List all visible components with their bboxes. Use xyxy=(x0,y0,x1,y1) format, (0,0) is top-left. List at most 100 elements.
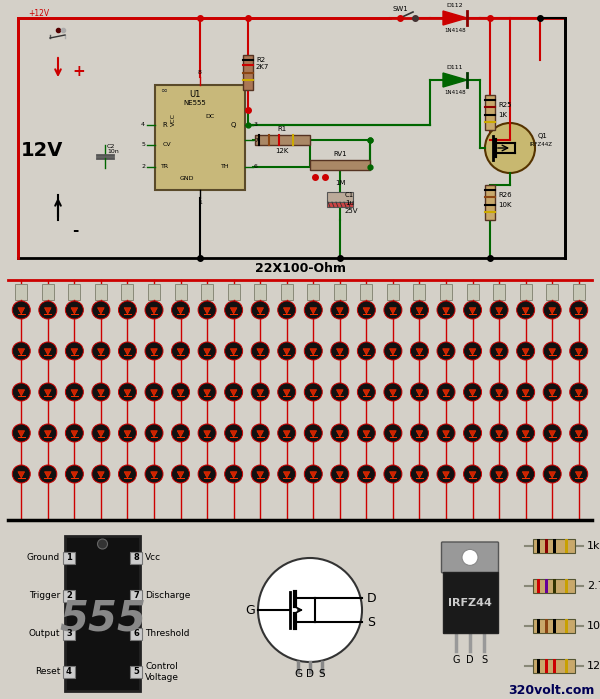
Text: G: G xyxy=(452,655,460,665)
Circle shape xyxy=(172,383,190,401)
Circle shape xyxy=(65,383,83,401)
Polygon shape xyxy=(98,431,104,437)
Polygon shape xyxy=(18,390,25,396)
Text: R: R xyxy=(163,122,167,128)
Circle shape xyxy=(198,301,216,319)
Circle shape xyxy=(198,342,216,360)
Polygon shape xyxy=(124,349,131,355)
Polygon shape xyxy=(151,431,157,437)
Circle shape xyxy=(12,301,30,319)
Circle shape xyxy=(224,342,242,360)
Circle shape xyxy=(97,539,107,549)
FancyBboxPatch shape xyxy=(442,542,499,572)
Bar xyxy=(553,659,556,673)
Polygon shape xyxy=(496,431,502,437)
Circle shape xyxy=(358,424,376,442)
Circle shape xyxy=(331,383,349,401)
Text: 4: 4 xyxy=(66,668,72,677)
Circle shape xyxy=(224,383,242,401)
Circle shape xyxy=(172,465,190,483)
Text: Reset: Reset xyxy=(35,668,60,677)
Circle shape xyxy=(172,424,190,442)
Text: 10k: 10k xyxy=(587,621,600,631)
Text: D: D xyxy=(367,591,377,605)
Bar xyxy=(467,284,479,300)
Polygon shape xyxy=(177,349,184,355)
Polygon shape xyxy=(549,308,556,314)
Text: ∞: ∞ xyxy=(160,86,167,95)
Circle shape xyxy=(39,465,57,483)
Polygon shape xyxy=(496,390,502,396)
Polygon shape xyxy=(124,472,131,478)
Text: IRFZ44Z: IRFZ44Z xyxy=(530,143,553,147)
Circle shape xyxy=(145,342,163,360)
Bar xyxy=(565,579,568,593)
Text: 12V: 12V xyxy=(21,140,63,159)
Circle shape xyxy=(118,424,136,442)
Bar xyxy=(334,284,346,300)
Bar xyxy=(155,85,245,190)
Text: 2.7k: 2.7k xyxy=(587,581,600,591)
Bar xyxy=(553,619,556,633)
Circle shape xyxy=(198,383,216,401)
Circle shape xyxy=(198,465,216,483)
Polygon shape xyxy=(257,431,263,437)
Circle shape xyxy=(517,424,535,442)
Text: R1: R1 xyxy=(277,126,287,132)
Circle shape xyxy=(92,424,110,442)
Polygon shape xyxy=(443,472,449,478)
Circle shape xyxy=(12,342,30,360)
Text: R26: R26 xyxy=(498,192,512,198)
Polygon shape xyxy=(71,472,78,478)
Polygon shape xyxy=(257,349,263,355)
Bar xyxy=(520,284,532,300)
Polygon shape xyxy=(575,349,582,355)
Text: 12K: 12K xyxy=(275,148,289,154)
Circle shape xyxy=(92,342,110,360)
Polygon shape xyxy=(230,390,237,396)
Polygon shape xyxy=(151,472,157,478)
Polygon shape xyxy=(257,472,263,478)
Circle shape xyxy=(570,301,588,319)
Polygon shape xyxy=(389,349,396,355)
Circle shape xyxy=(543,424,561,442)
Bar xyxy=(537,659,540,673)
Polygon shape xyxy=(496,472,502,478)
Bar xyxy=(254,284,266,300)
Polygon shape xyxy=(443,308,449,314)
Polygon shape xyxy=(469,390,476,396)
Bar xyxy=(121,284,133,300)
Polygon shape xyxy=(204,308,211,314)
Polygon shape xyxy=(71,390,78,396)
Bar xyxy=(130,590,142,602)
Text: Control
Voltage: Control Voltage xyxy=(145,662,179,682)
Circle shape xyxy=(118,465,136,483)
Text: 6: 6 xyxy=(254,164,258,169)
Circle shape xyxy=(304,465,322,483)
Circle shape xyxy=(304,301,322,319)
Circle shape xyxy=(517,383,535,401)
Circle shape xyxy=(118,301,136,319)
Circle shape xyxy=(331,424,349,442)
Text: 10K: 10K xyxy=(498,202,511,208)
Polygon shape xyxy=(469,308,476,314)
Text: 3: 3 xyxy=(66,630,72,638)
Polygon shape xyxy=(18,431,25,437)
Text: +: + xyxy=(72,64,85,80)
Circle shape xyxy=(517,465,535,483)
Circle shape xyxy=(570,342,588,360)
Polygon shape xyxy=(522,349,529,355)
Polygon shape xyxy=(18,308,25,314)
Text: 1: 1 xyxy=(198,200,202,205)
Text: 2: 2 xyxy=(66,591,72,600)
Text: Threshold: Threshold xyxy=(145,630,190,638)
Polygon shape xyxy=(230,308,237,314)
Text: R2: R2 xyxy=(256,57,265,63)
Circle shape xyxy=(65,342,83,360)
Polygon shape xyxy=(496,349,502,355)
Polygon shape xyxy=(98,308,104,314)
Polygon shape xyxy=(575,308,582,314)
Circle shape xyxy=(39,383,57,401)
Text: 1M: 1M xyxy=(335,180,345,186)
Polygon shape xyxy=(124,390,131,396)
